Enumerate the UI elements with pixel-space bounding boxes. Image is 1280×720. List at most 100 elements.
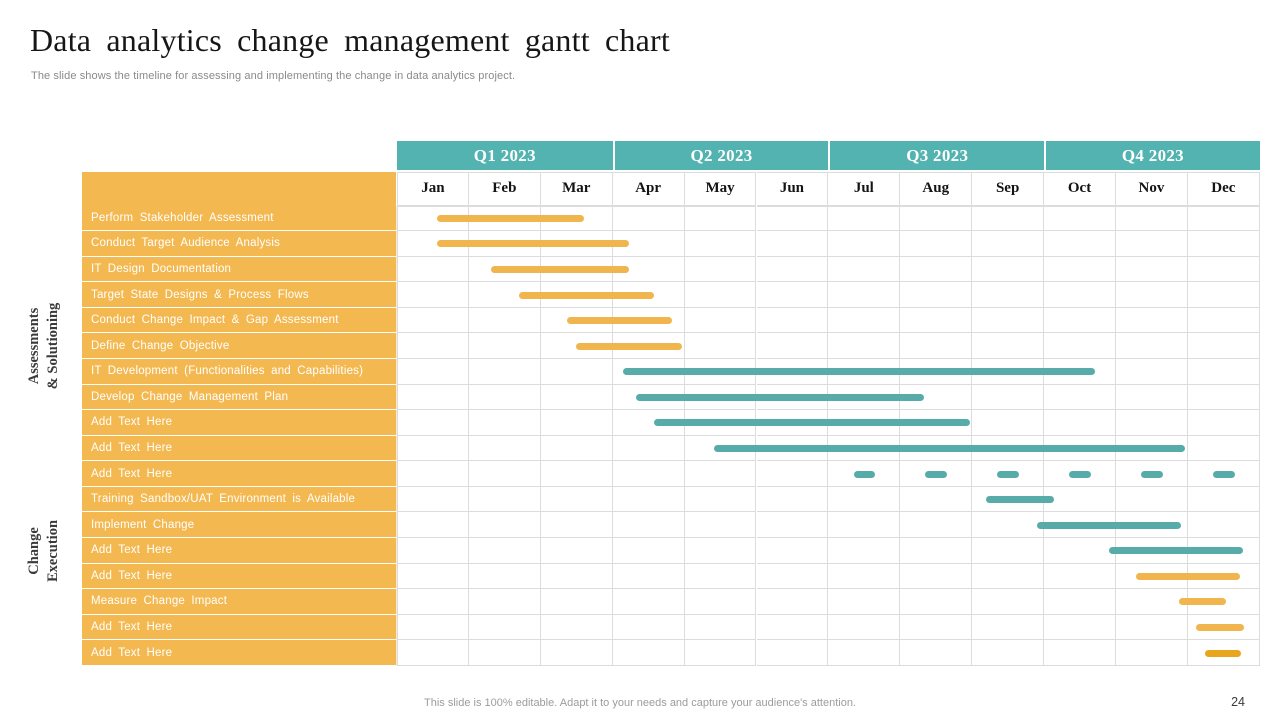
grid-cell xyxy=(397,512,469,539)
gantt-bar xyxy=(1136,572,1240,580)
grid-cell xyxy=(972,282,1045,308)
grid-cell xyxy=(972,563,1045,590)
grid-cell xyxy=(540,410,613,436)
grid-cell xyxy=(540,589,613,615)
task-label: IT Development (Functionalities and Capa… xyxy=(82,358,396,385)
grid-cell xyxy=(1044,538,1116,564)
grid-cell xyxy=(1187,307,1260,334)
grid-cell xyxy=(1116,231,1188,257)
quarter-header-cell: Q4 2023 xyxy=(1044,141,1260,170)
grid-cell xyxy=(468,435,541,462)
grid-cell xyxy=(972,512,1045,539)
grid-cell xyxy=(1116,640,1188,666)
grid-cell xyxy=(612,614,685,641)
grid-cell xyxy=(1044,282,1116,308)
grid-cell xyxy=(1116,205,1188,232)
grid-cell xyxy=(1187,486,1260,513)
grid-cell xyxy=(972,205,1045,232)
gantt-bar xyxy=(853,470,876,478)
gantt-bar xyxy=(1141,470,1163,478)
grid-cell xyxy=(972,307,1045,334)
grid-cell xyxy=(900,486,973,513)
grid-cell xyxy=(468,563,541,590)
grid-cell xyxy=(397,435,469,462)
grid-cell xyxy=(756,307,829,334)
grid-cell xyxy=(612,563,685,590)
grid-cell xyxy=(972,614,1045,641)
gantt-bar xyxy=(714,445,1186,452)
task-label: Define Change Objective xyxy=(82,333,396,359)
month-header-cell: Aug xyxy=(900,171,973,206)
task-label-column-header xyxy=(82,171,396,206)
grid-cell xyxy=(397,538,469,564)
grid-cell xyxy=(540,461,613,487)
grid-cell xyxy=(468,410,541,436)
gantt-bar xyxy=(1108,547,1243,555)
grid-cell xyxy=(972,384,1045,411)
slide-subtitle: The slide shows the timeline for assessi… xyxy=(31,70,516,82)
grid-cell xyxy=(900,589,973,615)
grid-cell xyxy=(1187,231,1260,257)
gantt-bar xyxy=(576,342,682,350)
task-label: Training Sandbox/UAT Environment is Avai… xyxy=(82,486,396,513)
grid-cell xyxy=(900,256,973,283)
grid-cell xyxy=(468,333,541,359)
grid-cell xyxy=(612,256,685,283)
grid-cell xyxy=(828,589,901,615)
grid-cell xyxy=(397,282,469,308)
grid-cell xyxy=(828,333,901,359)
grid-cell xyxy=(1044,410,1116,436)
task-label: Add Text Here xyxy=(82,461,396,487)
footer-note: This slide is 100% editable. Adapt it to… xyxy=(424,697,856,709)
grid-cell xyxy=(828,538,901,564)
quarter-header-cell: Q3 2023 xyxy=(828,141,1045,170)
quarter-header-cell: Q2 2023 xyxy=(612,141,829,170)
grid-cell xyxy=(1116,410,1188,436)
grid-cell xyxy=(397,307,469,334)
grid-cell xyxy=(397,640,469,666)
grid-cell xyxy=(540,384,613,411)
grid-cell xyxy=(756,589,829,615)
grid-cell xyxy=(756,256,829,283)
grid-cell xyxy=(1044,205,1116,232)
page-number: 24 xyxy=(1231,695,1245,709)
gantt-bar xyxy=(653,419,971,427)
gantt-bar xyxy=(997,470,1019,478)
grid-cell xyxy=(540,538,613,564)
grid-cell xyxy=(397,461,469,487)
grid-cell xyxy=(540,640,613,666)
grid-cell xyxy=(612,435,685,462)
grid-cell xyxy=(468,307,541,334)
grid-cell xyxy=(468,640,541,666)
grid-cell xyxy=(828,231,901,257)
task-label: Measure Change Impact xyxy=(82,589,396,615)
gantt-bar xyxy=(518,291,655,299)
task-label: Conduct Change Impact & Gap Assessment xyxy=(82,307,396,334)
task-label: Add Text Here xyxy=(82,614,396,641)
gantt-bar xyxy=(1195,624,1244,632)
grid-cell xyxy=(397,410,469,436)
grid-cell xyxy=(540,486,613,513)
grid-cell xyxy=(612,205,685,232)
grid-cell xyxy=(468,461,541,487)
month-header-cell: Oct xyxy=(1044,171,1116,206)
grid-cell xyxy=(684,461,757,487)
grid-cell xyxy=(684,282,757,308)
grid-cell xyxy=(756,486,829,513)
grid-cell xyxy=(684,640,757,666)
task-label: IT Design Documentation xyxy=(82,256,396,283)
grid-cell xyxy=(1044,384,1116,411)
grid-cell xyxy=(1187,410,1260,436)
grid-cell xyxy=(684,563,757,590)
grid-cell xyxy=(900,640,973,666)
gantt-bar xyxy=(925,470,948,478)
grid-cell xyxy=(828,614,901,641)
task-label: Add Text Here xyxy=(82,410,396,436)
month-header-cell: Dec xyxy=(1187,171,1260,206)
grid-cell xyxy=(1116,614,1188,641)
grid-cell xyxy=(828,256,901,283)
grid-cell xyxy=(1187,205,1260,232)
grid-cell xyxy=(828,486,901,513)
task-label: Perform Stakeholder Assessment xyxy=(82,205,396,232)
grid-cell xyxy=(972,256,1045,283)
